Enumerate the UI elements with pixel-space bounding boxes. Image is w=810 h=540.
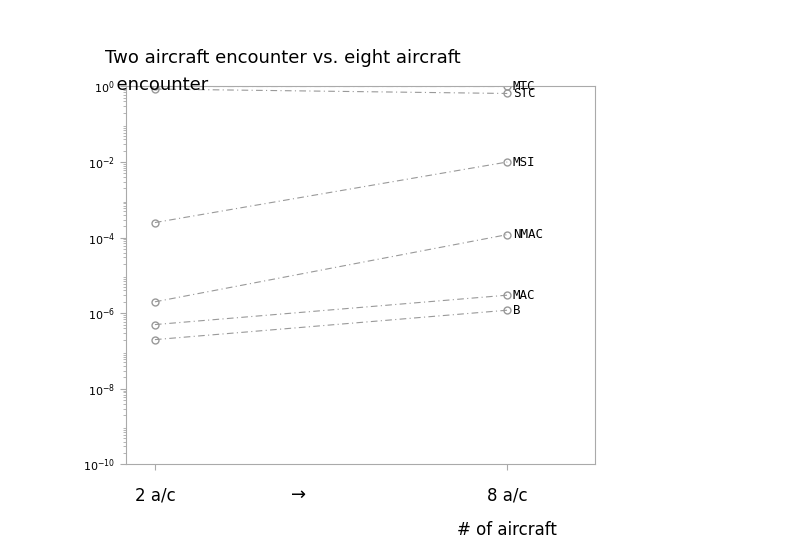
Text: MAC: MAC	[513, 289, 535, 302]
Text: Two aircraft encounter vs. eight aircraft: Two aircraft encounter vs. eight aircraf…	[105, 49, 461, 66]
Text: 2 a/c: 2 a/c	[134, 486, 175, 504]
Text: →: →	[291, 486, 306, 504]
Text: NMAC: NMAC	[513, 228, 543, 241]
Text: STC: STC	[513, 87, 535, 100]
Text: MTC: MTC	[513, 80, 535, 93]
Text: # of aircraft: # of aircraft	[458, 521, 557, 539]
Text: B: B	[513, 303, 520, 316]
Text: 8 a/c: 8 a/c	[487, 486, 527, 504]
Text: MSI: MSI	[513, 156, 535, 168]
Text: encounter: encounter	[105, 76, 208, 93]
